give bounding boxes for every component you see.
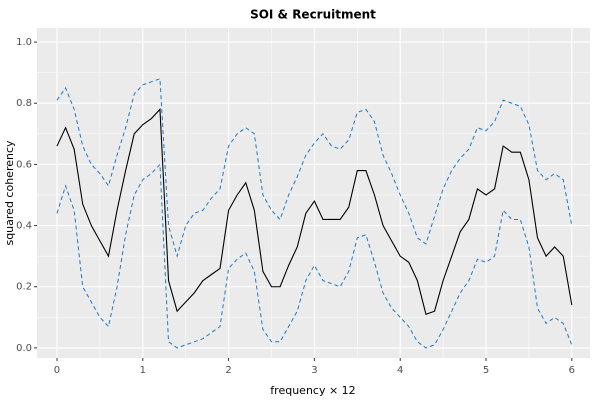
y-tick-label: 0.0: [16, 343, 32, 354]
series-line: [56, 163, 573, 349]
series-line: [56, 108, 573, 315]
chart-title: SOI & Recruitment: [250, 8, 376, 22]
y-tick-label: 1.0: [16, 37, 32, 48]
series-line: [56, 78, 573, 259]
x-tick-label: 6: [569, 365, 575, 376]
y-axis-title: squared coherency: [3, 140, 16, 246]
y-tick-label: 0.4: [16, 221, 32, 232]
x-tick-label: 2: [225, 365, 231, 376]
y-tick-label: 0.8: [16, 98, 32, 109]
x-tick-label: 5: [483, 365, 489, 376]
x-tick-label: 0: [54, 365, 60, 376]
y-tick-label: 0.2: [16, 282, 32, 293]
panel: [37, 28, 590, 358]
x-tick-label: 4: [397, 365, 403, 376]
x-tick-label: 1: [140, 365, 146, 376]
x-tick-label: 3: [311, 365, 317, 376]
x-axis-title: frequency × 12: [270, 384, 355, 397]
y-tick-label: 0.6: [16, 159, 32, 170]
